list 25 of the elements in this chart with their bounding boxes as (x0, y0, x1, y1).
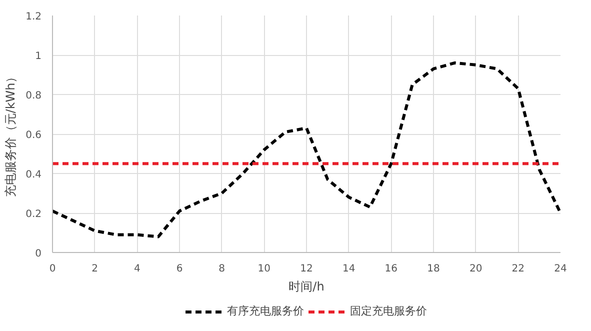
x-tick-label: 20 (469, 264, 482, 274)
x-tick-label: 22 (512, 264, 525, 274)
y-tick-label: 0.8 (26, 90, 42, 102)
x-tick-label: 6 (176, 264, 183, 274)
x-tick-label: 16 (384, 264, 398, 274)
legend-label: 固定充电服务价 (350, 304, 427, 318)
y-axis-title: 充电服务价（元/kWh） (4, 70, 18, 198)
legend-label: 有序充电服务价 (227, 304, 304, 318)
x-tick-label: 14 (342, 264, 356, 274)
x-tick-label: 12 (300, 264, 313, 274)
x-axis-title: 时间/h (288, 280, 324, 294)
x-tick-label: 8 (218, 264, 226, 274)
y-tick-label: 0.4 (26, 170, 42, 180)
line-series (52, 61, 560, 238)
x-tick-label: 4 (134, 264, 140, 274)
x-tick-label: 10 (258, 264, 271, 274)
y-tick-label: 0 (35, 248, 42, 260)
y-tick-label: 0.6 (26, 130, 42, 141)
x-tick-label: 24 (554, 264, 567, 274)
y-tick-label: 1.2 (26, 12, 42, 22)
x-tick-label: 18 (427, 264, 440, 274)
y-tick-label: 0.2 (26, 209, 42, 220)
x-tick-label: 0 (49, 264, 56, 274)
y-tick-label: 1 (35, 51, 42, 62)
x-tick-label: 2 (92, 264, 98, 274)
